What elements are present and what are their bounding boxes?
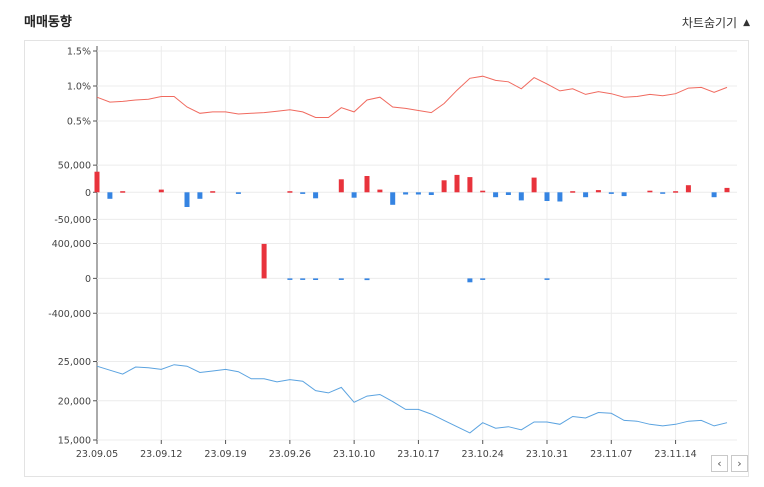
volume-bar: [467, 177, 473, 193]
volume-bar: [313, 192, 319, 199]
volume-bar: [647, 190, 653, 193]
volume-bar: [570, 191, 576, 193]
volume-bar: [364, 176, 370, 193]
volume-bar: [428, 192, 434, 195]
volume-bar: [480, 190, 486, 193]
volume-bar: [158, 189, 164, 193]
x-tick-label: 23.09.12: [140, 449, 182, 460]
y-tick-label: 1.5%: [67, 47, 91, 58]
volume-bar: [184, 192, 190, 207]
y-tick-label: -50,000: [54, 215, 91, 226]
y-tick-label: 25,000: [58, 357, 91, 368]
x-tick-label: 23.09.19: [204, 449, 246, 460]
volume-bar: [390, 192, 396, 205]
volume-bar: [197, 192, 203, 199]
volume-bar: [480, 278, 486, 280]
volume-bar: [94, 171, 100, 193]
volume-bar: [467, 278, 473, 283]
y-tick-label: 15,000: [58, 436, 91, 447]
volume-bar: [608, 192, 614, 194]
volume-bar: [493, 192, 499, 198]
volume-bar: [338, 179, 344, 193]
volume-bar: [287, 191, 293, 193]
volume-bar: [724, 187, 730, 193]
volume-bar: [300, 278, 306, 280]
volume-bar: [235, 192, 241, 194]
volume-bar: [313, 278, 319, 280]
volume-bar: [583, 192, 589, 198]
rate-line: [96, 75, 728, 118]
y-tick-label: 1.0%: [67, 82, 91, 93]
x-tick-label: 23.09.05: [76, 449, 118, 460]
volume-bar: [621, 192, 627, 197]
x-tick-label: 23.11.14: [654, 449, 696, 460]
next-button[interactable]: ›: [731, 455, 748, 472]
volume-bar: [660, 192, 666, 194]
prev-button[interactable]: ‹: [711, 455, 728, 472]
volume-bar: [685, 185, 691, 193]
y-tick-label: 20,000: [58, 396, 91, 407]
page-title: 매매동향: [24, 15, 72, 30]
volume-bar: [531, 177, 537, 193]
x-tick-label: 23.10.17: [397, 449, 439, 460]
triangle-up-icon: ▲: [743, 17, 750, 28]
volume-bar: [287, 278, 293, 280]
volume-bar: [261, 243, 267, 279]
volume-bar: [518, 192, 524, 201]
volume-bar: [544, 192, 550, 201]
hide-chart-toggle[interactable]: 차트숨기기 ▲: [682, 14, 750, 31]
hide-chart-label: 차트숨기기: [681, 16, 738, 30]
y-tick-label: 50,000: [58, 161, 91, 172]
price-line: [96, 364, 728, 434]
y-tick-label: -400,000: [48, 309, 91, 320]
volume-bar: [673, 191, 679, 193]
volume-bar: [441, 180, 447, 193]
volume-bar: [338, 278, 344, 280]
x-tick-label: 23.09.26: [269, 449, 311, 460]
volume-bar: [595, 190, 601, 193]
volume-bar: [711, 192, 717, 198]
volume-bar: [107, 192, 113, 199]
volume-bar: [120, 191, 126, 193]
volume-bar: [377, 189, 383, 193]
volume-bar: [300, 192, 306, 194]
volume-bar: [557, 192, 563, 202]
x-tick-label: 23.10.10: [333, 449, 375, 460]
volume-bar: [454, 174, 460, 193]
y-tick-label: 400,000: [52, 239, 91, 250]
volume-bar: [415, 192, 421, 195]
volume-bar: [364, 278, 370, 281]
volume-bar: [544, 278, 550, 280]
chart-frame: [24, 40, 749, 477]
x-tick-label: 23.10.24: [462, 449, 504, 460]
volume-bar: [351, 192, 357, 198]
y-tick-label: 0: [85, 274, 91, 285]
x-tick-label: 23.11.07: [590, 449, 632, 460]
x-tick-label: 23.10.31: [526, 449, 568, 460]
volume-bar: [210, 191, 216, 193]
volume-bar: [505, 192, 511, 195]
y-tick-label: 0.5%: [67, 117, 91, 128]
y-tick-label: 0: [85, 188, 91, 199]
volume-bar: [403, 192, 409, 195]
